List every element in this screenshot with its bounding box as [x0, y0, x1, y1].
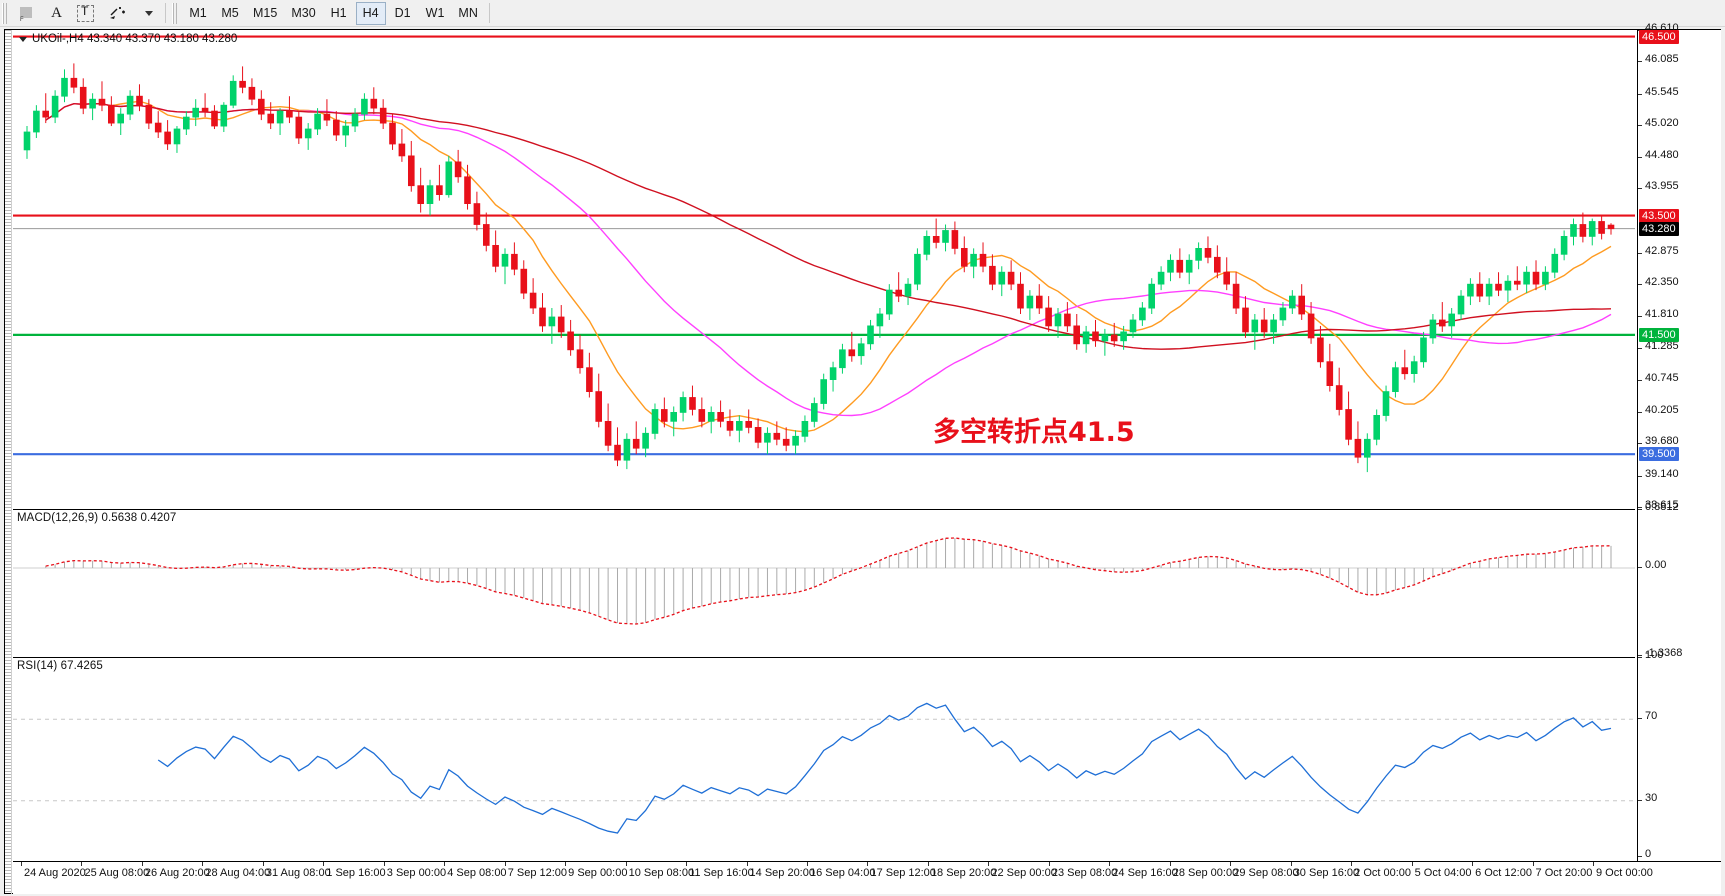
- floor-badge: 39.500: [1639, 447, 1679, 462]
- resistance-lower-badge: 43.500: [1639, 208, 1679, 223]
- chart-toolbar: F A M1 M5 M15 M30 H1 H4 D1 W1 MN: [0, 0, 1725, 27]
- rsi-label: RSI(14) 67.4265: [17, 660, 103, 672]
- support-badge: 41.500: [1639, 327, 1679, 342]
- macd-label: MACD(12,26,9) 0.5638 0.4207: [17, 512, 177, 524]
- time-axis[interactable]: 24 Aug 2020 25 Aug 08:00 26 Aug 20:00 28 Au…: [13, 861, 1721, 894]
- timeframe-h1[interactable]: H1: [330, 6, 347, 20]
- toolbar-drag-handle[interactable]: [2, 2, 9, 24]
- templates-icon[interactable]: F: [13, 2, 42, 25]
- chevron-down-icon[interactable]: [135, 2, 160, 25]
- macd-plot: [13, 537, 1635, 625]
- timeframe-h4[interactable]: H4: [355, 1, 386, 25]
- objects-icon[interactable]: [102, 2, 133, 25]
- price-pane[interactable]: UKOil-,H4 43.340 43.370 43.180 43.280 多空…: [13, 30, 1635, 507]
- timeframe-mn[interactable]: MN: [458, 6, 478, 20]
- symbol-title: UKOil-,H4 43.340 43.370 43.180 43.280: [32, 33, 238, 45]
- timeframe-m30[interactable]: M30: [291, 6, 316, 20]
- chart-left-handle[interactable]: [5, 30, 12, 895]
- timeframe-m1[interactable]: M1: [189, 6, 207, 20]
- toolbar-separator: [165, 3, 166, 23]
- chevron-down-icon[interactable]: [19, 36, 27, 42]
- timeframe-m5[interactable]: M5: [221, 6, 239, 20]
- svg-text:F: F: [20, 17, 24, 22]
- resistance-upper-badge: 46.500: [1639, 29, 1679, 44]
- price-candles: [13, 35, 1635, 473]
- chart-area[interactable]: UKOil-,H4 43.340 43.370 43.180 43.280 多空…: [4, 22, 1721, 895]
- timeframe-d1[interactable]: D1: [394, 6, 411, 20]
- timeframe-group: M1 M5 M15 M30 H1 H4 D1 W1 MN: [182, 1, 485, 25]
- toolbar-separator-2: [488, 3, 490, 23]
- chart-annotation: 多空转折点41.5: [933, 417, 1135, 448]
- status-bar: [0, 894, 1725, 896]
- timeframe-m15[interactable]: M15: [253, 6, 278, 20]
- rsi-pane[interactable]: RSI(14) 67.4265: [13, 657, 1635, 861]
- text-box-icon[interactable]: [71, 2, 100, 25]
- timeframe-w1[interactable]: W1: [425, 6, 445, 20]
- text-label-icon[interactable]: A: [51, 4, 62, 21]
- symbol-header: UKOil-,H4 43.340 43.370 43.180 43.280: [19, 33, 237, 45]
- timeframe-group-handle[interactable]: [172, 2, 179, 24]
- rsi-plot: [13, 702, 1635, 834]
- price-axis[interactable]: 46.610 46.085 45.545 45.020 44.480 43.955 42.8…: [1637, 22, 1721, 861]
- macd-pane[interactable]: MACD(12,26,9) 0.5638 0.4207: [13, 509, 1635, 655]
- last-price-badge: 43.280: [1639, 221, 1679, 236]
